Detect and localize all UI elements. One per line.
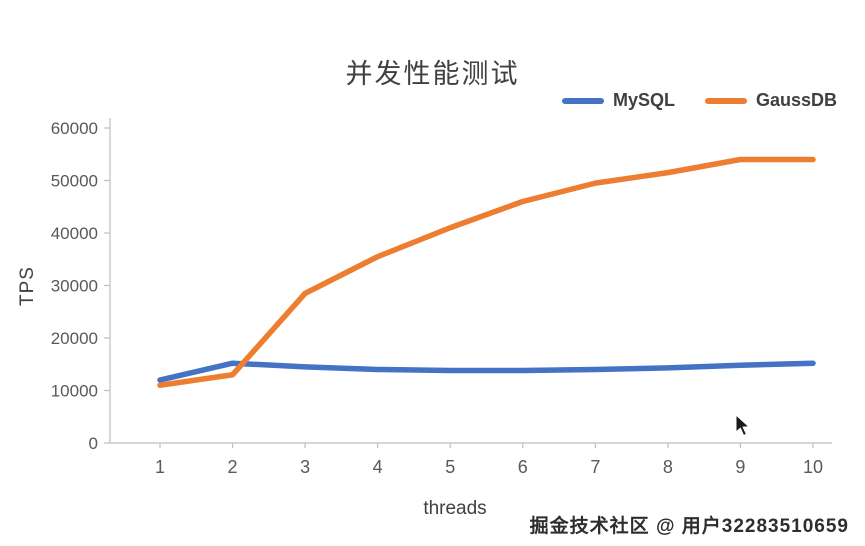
svg-text:2: 2 [228, 457, 238, 477]
svg-text:8: 8 [663, 457, 673, 477]
legend-label-gaussdb: GaussDB [755, 90, 837, 110]
svg-text:50000: 50000 [51, 172, 98, 191]
y-axis-label: TPS [17, 266, 38, 306]
svg-text:10: 10 [803, 457, 823, 477]
svg-text:60000: 60000 [51, 119, 98, 138]
svg-text:20000: 20000 [51, 329, 98, 348]
svg-text:4: 4 [373, 457, 383, 477]
svg-text:7: 7 [590, 457, 600, 477]
gaussdb-line-swatch-icon [704, 97, 747, 104]
svg-text:3: 3 [300, 457, 310, 477]
legend: MySQL GaussDB [561, 90, 837, 111]
legend-label-mysql: MySQL [612, 90, 675, 110]
mouse-cursor-icon [735, 414, 751, 437]
svg-text:30000: 30000 [51, 277, 98, 296]
x-axis-label: threads [423, 498, 487, 519]
svg-text:9: 9 [735, 457, 745, 477]
chart-title: 并发性能测试 [345, 59, 520, 89]
svg-text:5: 5 [445, 457, 455, 477]
legend-item-mysql: MySQL [561, 90, 675, 111]
watermark: 掘金技术社区 @ 用户32283510659 [529, 516, 849, 537]
legend-item-gaussdb: GaussDB [704, 90, 837, 111]
mysql-line-swatch-icon [561, 97, 604, 104]
svg-text:1: 1 [155, 457, 165, 477]
svg-text:40000: 40000 [51, 224, 98, 243]
svg-text:10000: 10000 [51, 382, 98, 401]
svg-text:0: 0 [89, 434, 98, 453]
svg-text:6: 6 [518, 457, 528, 477]
